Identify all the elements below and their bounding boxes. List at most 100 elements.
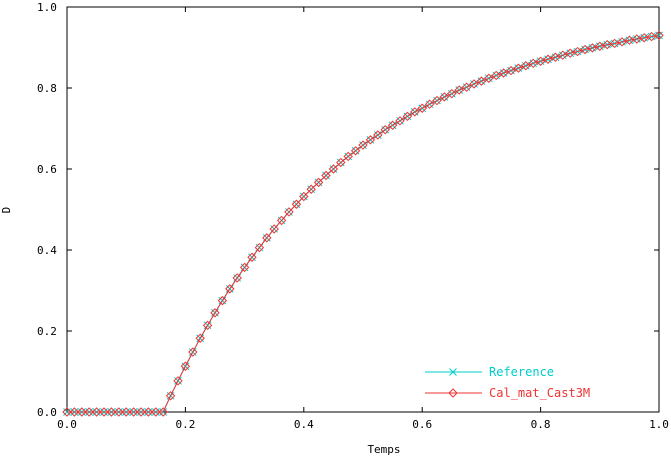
data-point-diamond xyxy=(417,103,427,113)
data-point-diamond xyxy=(454,85,464,95)
data-point-diamond xyxy=(469,79,479,89)
data-point-diamond xyxy=(165,391,176,401)
series-line xyxy=(67,34,660,413)
data-point-diamond xyxy=(358,140,368,150)
data-point-diamond xyxy=(77,407,87,417)
data-point-diamond xyxy=(99,407,109,417)
y-tick-label: 0.8 xyxy=(37,82,57,95)
plot-frame xyxy=(66,6,660,413)
series-layer xyxy=(62,30,664,417)
data-point-diamond xyxy=(587,43,598,53)
data-point-diamond xyxy=(247,252,257,262)
data-point-diamond xyxy=(550,52,561,62)
data-point-diamond xyxy=(262,233,272,243)
y-tick-label: 0.4 xyxy=(37,244,57,257)
x-tick-label: 0.0 xyxy=(57,418,77,431)
data-point-diamond xyxy=(210,308,220,318)
data-point-diamond xyxy=(395,116,405,126)
data-point-diamond xyxy=(336,157,346,168)
data-point-diamond xyxy=(291,199,302,209)
y-tick-label: 1.0 xyxy=(37,1,57,14)
data-point-diamond xyxy=(373,130,383,140)
data-point-diamond xyxy=(239,262,250,273)
x-tick-label: 0.8 xyxy=(531,418,551,431)
data-point-diamond xyxy=(580,44,590,55)
y-axis: 0.0 0.2 0.4 0.6 0.8 1.0 xyxy=(37,1,659,419)
y-tick-label: 0.6 xyxy=(37,163,57,176)
series-reference xyxy=(63,31,663,416)
data-point-diamond xyxy=(232,273,242,283)
data-point-diamond xyxy=(158,407,168,417)
x-axis-label: Temps xyxy=(367,443,400,456)
data-point-diamond xyxy=(565,48,575,58)
data-point-diamond xyxy=(424,99,435,109)
data-point-diamond xyxy=(106,407,117,417)
data-point-diamond xyxy=(432,95,442,106)
data-point-diamond xyxy=(136,407,146,417)
data-point-diamond xyxy=(639,33,649,43)
y-axis-label: D xyxy=(0,207,13,214)
data-point-diamond xyxy=(535,56,546,66)
data-point-diamond xyxy=(217,295,228,306)
data-point-diamond xyxy=(602,39,612,50)
data-point-diamond xyxy=(521,61,531,71)
data-point-diamond xyxy=(350,146,361,156)
data-point-diamond xyxy=(528,58,538,69)
data-point-diamond xyxy=(321,170,331,181)
data-point-diamond xyxy=(269,224,279,234)
data-point-diamond xyxy=(387,120,398,130)
y-tick-label: 0.2 xyxy=(37,325,57,338)
x-tick-label: 0.4 xyxy=(294,418,314,431)
data-point-diamond xyxy=(410,107,420,117)
data-point-diamond xyxy=(343,151,353,162)
data-point-diamond xyxy=(225,284,235,294)
x-tick-label: 0.2 xyxy=(175,418,195,431)
data-point-diamond xyxy=(595,41,605,51)
data-point-diamond xyxy=(84,407,94,417)
data-point-diamond xyxy=(284,207,294,217)
data-point-diamond xyxy=(447,88,457,99)
legend-marker-reference xyxy=(449,368,457,376)
data-point-diamond xyxy=(617,37,627,47)
data-point-diamond xyxy=(254,242,265,253)
legend-marker-cast3m xyxy=(448,388,458,398)
y-tick-label: 0.0 xyxy=(37,406,57,419)
x-tick-label: 1.0 xyxy=(649,418,669,431)
data-point-diamond xyxy=(491,70,501,81)
data-point-diamond xyxy=(328,164,339,174)
data-point-diamond xyxy=(151,407,161,417)
x-axis: 0.0 0.2 0.4 0.6 0.8 1.0 xyxy=(57,7,669,431)
data-point-diamond xyxy=(188,347,198,357)
data-point-diamond xyxy=(624,35,635,45)
legend-label-cast3m: Cal_mat_Cast3M xyxy=(489,386,590,400)
data-point-diamond xyxy=(572,46,583,57)
data-point-diamond xyxy=(276,215,287,226)
data-point-diamond xyxy=(646,31,657,42)
data-point-diamond xyxy=(306,184,316,194)
x-tick-label: 0.6 xyxy=(412,418,432,431)
data-point-diamond xyxy=(380,125,390,135)
data-point-diamond xyxy=(313,177,324,188)
data-point-diamond xyxy=(632,34,642,44)
data-point-diamond xyxy=(91,407,102,417)
data-point-diamond xyxy=(180,361,191,371)
data-point-diamond xyxy=(439,92,450,102)
data-point-diamond xyxy=(402,111,413,122)
data-point-diamond xyxy=(558,50,568,60)
data-point-diamond xyxy=(195,333,205,343)
legend: Reference Cal_mat_Cast3M xyxy=(425,365,590,400)
data-point-diamond xyxy=(114,407,124,417)
series-line xyxy=(67,34,660,413)
data-point-diamond xyxy=(143,407,154,417)
data-point-diamond xyxy=(62,407,72,417)
data-point-diamond xyxy=(173,376,183,386)
data-point-diamond xyxy=(543,54,553,64)
data-point-diamond xyxy=(513,63,524,73)
data-point-diamond xyxy=(506,65,516,76)
series-cal-mat-cast3m xyxy=(62,30,664,417)
data-point-diamond xyxy=(69,407,80,417)
data-point-diamond xyxy=(202,320,213,331)
data-point-diamond xyxy=(654,30,664,41)
data-point-diamond xyxy=(121,407,131,417)
